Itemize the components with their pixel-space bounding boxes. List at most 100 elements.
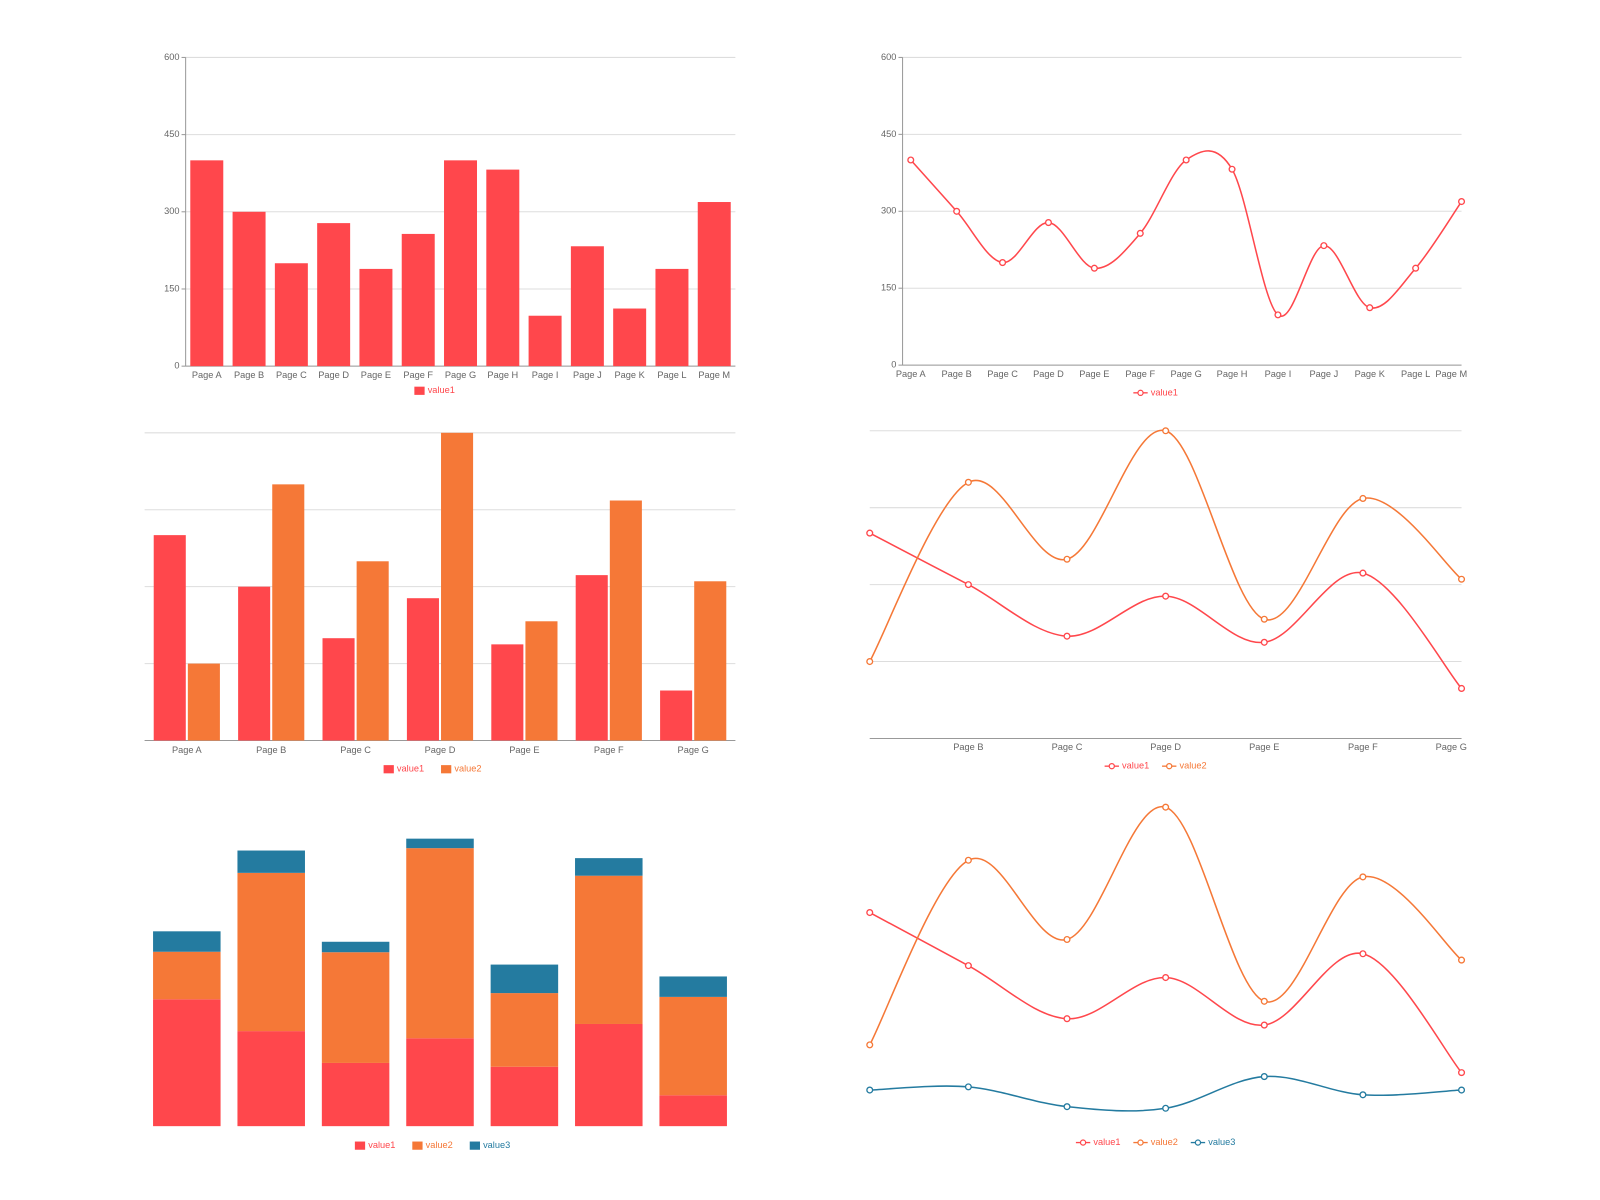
x-tick-label: Page G [1171,369,1202,379]
x-tick-label: Page H [1217,369,1248,379]
x-tick-label: Page I [532,370,559,380]
y-tick-label: 450 [164,129,179,139]
point [1260,1021,1268,1029]
bar [272,484,305,741]
legend-label: value2 [1179,761,1206,771]
point [1320,242,1328,250]
point [1457,575,1466,583]
legend-label: value1 [1151,387,1178,397]
y-tick-label: 0 [174,361,179,371]
legend-label: value1 [1122,761,1149,771]
x-tick-label: Page C [340,745,371,755]
bar [660,690,693,741]
line [910,150,1463,317]
legend-label: value1 [1093,1137,1120,1147]
point [1457,684,1466,693]
legend-marker [1137,1139,1144,1146]
point [1090,264,1098,272]
point [866,658,874,666]
legend-swatch [414,386,425,395]
point [1063,1103,1071,1111]
bar-segment [153,951,221,1000]
point [866,1086,874,1094]
point [1162,803,1170,811]
x-tick-label: Page F [403,370,433,380]
legend-label: value2 [1151,1137,1178,1147]
bar-segment [659,996,727,1096]
legend-swatch [441,765,452,774]
point [866,909,874,917]
bar [187,663,220,741]
point [1162,427,1170,435]
bar-segment [153,999,221,1127]
x-tick-label: Page E [509,745,539,755]
point [1260,997,1268,1005]
legend-label: value2 [426,1140,453,1150]
legend-swatch [354,1141,366,1150]
x-tick-label: Page B [234,370,264,380]
line [869,911,1463,1074]
point [999,259,1007,267]
x-tick-label: Page M [698,370,730,380]
x-tick-label: Page D [425,745,456,755]
legend-marker [1137,389,1144,396]
y-tick-label: 450 [881,129,896,139]
point [907,156,915,164]
bar-segment [237,850,305,873]
y-tick-label: 300 [881,206,896,216]
bar [238,586,271,741]
point [964,962,972,970]
bar-segment [406,848,474,1039]
point [964,856,972,864]
x-tick-label: Page B [942,369,972,379]
x-tick-label: Page F [594,745,624,755]
point [1260,638,1268,646]
legend-label: value3 [483,1140,510,1150]
bar-segment [406,1038,474,1127]
x-tick-label: Page L [1401,369,1430,379]
bar [232,211,266,367]
bar [317,223,351,367]
y-tick-label: 600 [164,52,179,62]
bar [570,246,604,367]
point [1063,632,1071,640]
legend-label: value1 [428,385,455,395]
legend-swatch [412,1141,423,1150]
bar [655,268,689,367]
x-tick-label: Page G [445,370,476,380]
legend-label: value3 [1208,1137,1235,1147]
bar [401,233,435,367]
x-tick-label: Page E [1249,742,1279,752]
x-tick-label: Page L [657,370,686,380]
point [1063,1015,1071,1023]
x-tick-label: Page C [1052,742,1083,752]
point [1412,264,1420,272]
x-tick-label: Page A [172,745,203,755]
legend-label: value1 [397,764,424,774]
point [953,207,961,215]
bar [613,308,647,367]
point [1260,615,1268,623]
legend-swatch [383,765,394,774]
point [1228,165,1236,173]
point [1359,494,1367,503]
legend-marker [1079,1139,1087,1146]
x-tick-label: Page C [987,369,1018,379]
x-tick-label: Page G [678,745,709,755]
point [1359,950,1367,958]
legend-label: value1 [368,1140,395,1150]
point [1182,156,1190,164]
bar [356,561,389,741]
bar [153,535,186,741]
line [869,806,1463,1046]
bar [486,169,520,367]
point [1359,569,1367,577]
bar-segment [406,838,474,849]
point [964,1083,972,1091]
point [1162,973,1170,982]
point [1359,1091,1367,1099]
point [1063,555,1071,563]
x-tick-label: Page J [573,370,602,380]
x-tick-label: Page D [1150,742,1181,752]
